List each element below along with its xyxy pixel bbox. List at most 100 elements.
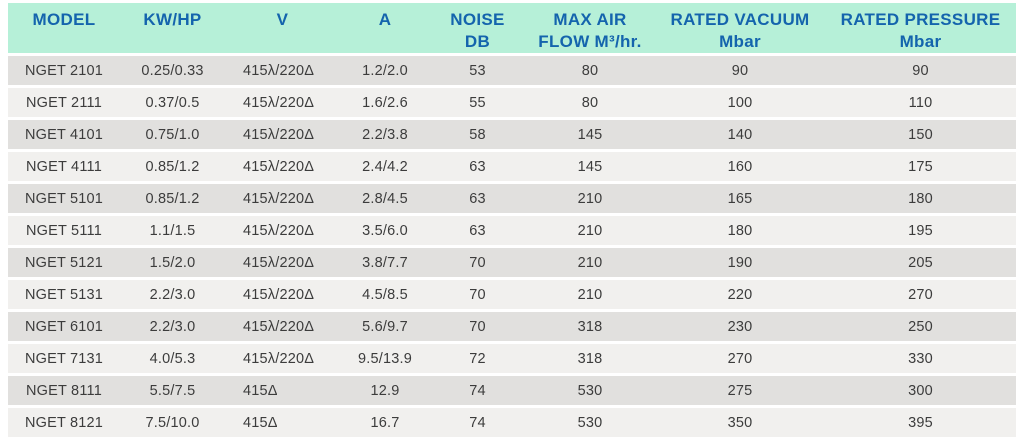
header-noise-label: NOISE <box>450 10 505 29</box>
table-row: NGET 8111 5.5/7.5 415Δ 12.9 74 530 275 3… <box>8 376 1016 405</box>
header-kw-hp-label: KW/HP <box>143 10 202 29</box>
table-row: NGET 7131 4.0/5.3 415λ/220Δ 9.5/13.9 72 … <box>8 344 1016 373</box>
cell-vacuum: 270 <box>655 344 825 373</box>
cell-model: NGET 2101 <box>8 56 120 85</box>
table-row: NGET 4101 0.75/1.0 415λ/220Δ 2.2/3.8 58 … <box>8 120 1016 149</box>
cell-vacuum: 90 <box>655 56 825 85</box>
cell-pressure: 110 <box>825 88 1016 117</box>
cell-airflow: 318 <box>525 312 655 341</box>
cell-kw-hp: 0.37/0.5 <box>120 88 225 117</box>
cell-airflow: 145 <box>525 152 655 181</box>
cell-kw-hp: 0.85/1.2 <box>120 184 225 213</box>
header-current-unit <box>340 31 430 53</box>
cell-airflow: 210 <box>525 184 655 213</box>
cell-pressure: 330 <box>825 344 1016 373</box>
cell-noise-db: 70 <box>430 280 525 309</box>
cell-voltage: 415λ/220Δ <box>225 344 340 373</box>
cell-model: NGET 7131 <box>8 344 120 373</box>
cell-current: 3.5/6.0 <box>340 216 430 245</box>
cell-vacuum: 190 <box>655 248 825 277</box>
header-vacuum-unit: Mbar <box>719 32 761 51</box>
cell-vacuum: 350 <box>655 408 825 437</box>
cell-vacuum: 100 <box>655 88 825 117</box>
cell-airflow: 530 <box>525 408 655 437</box>
cell-voltage: 415λ/220Δ <box>225 312 340 341</box>
cell-current: 3.8/7.7 <box>340 248 430 277</box>
cell-noise-db: 74 <box>430 376 525 405</box>
cell-model: NGET 4111 <box>8 152 120 181</box>
header-model-label: MODEL <box>32 10 96 29</box>
table-row: NGET 2111 0.37/0.5 415λ/220Δ 1.6/2.6 55 … <box>8 88 1016 117</box>
cell-noise-db: 70 <box>430 248 525 277</box>
cell-noise-db: 55 <box>430 88 525 117</box>
cell-current: 9.5/13.9 <box>340 344 430 373</box>
header-noise-unit: DB <box>464 32 491 51</box>
cell-voltage: 415λ/220Δ <box>225 120 340 149</box>
cell-current: 1.6/2.6 <box>340 88 430 117</box>
cell-noise-db: 53 <box>430 56 525 85</box>
cell-pressure: 195 <box>825 216 1016 245</box>
header-pressure-unit: Mbar <box>899 32 942 51</box>
cell-voltage: 415λ/220Δ <box>225 248 340 277</box>
cell-voltage: 415λ/220Δ <box>225 88 340 117</box>
table-row: NGET 4111 0.85/1.2 415λ/220Δ 2.4/4.2 63 … <box>8 152 1016 181</box>
blower-spec-table: MODEL KW/HP V A NOISE DB <box>8 0 1016 440</box>
cell-pressure: 150 <box>825 120 1016 149</box>
cell-airflow: 145 <box>525 120 655 149</box>
header-vacuum: RATED VACUUM Mbar <box>655 3 825 53</box>
header-pressure-label: RATED PRESSURE <box>840 10 1001 29</box>
table-row: NGET 5121 1.5/2.0 415λ/220Δ 3.8/7.7 70 2… <box>8 248 1016 277</box>
header-airflow-unit: FLOW M³/hr. <box>538 32 642 51</box>
cell-pressure: 395 <box>825 408 1016 437</box>
header-voltage-unit <box>225 31 340 53</box>
cell-current: 4.5/8.5 <box>340 280 430 309</box>
cell-kw-hp: 1.5/2.0 <box>120 248 225 277</box>
cell-voltage: 415Δ <box>225 376 340 405</box>
cell-model: NGET 8111 <box>8 376 120 405</box>
cell-noise-db: 74 <box>430 408 525 437</box>
cell-vacuum: 220 <box>655 280 825 309</box>
cell-model: NGET 8121 <box>8 408 120 437</box>
cell-vacuum: 160 <box>655 152 825 181</box>
cell-pressure: 250 <box>825 312 1016 341</box>
table-row: NGET 6101 2.2/3.0 415λ/220Δ 5.6/9.7 70 3… <box>8 312 1016 341</box>
cell-current: 2.8/4.5 <box>340 184 430 213</box>
cell-pressure: 300 <box>825 376 1016 405</box>
cell-noise-db: 58 <box>430 120 525 149</box>
cell-vacuum: 140 <box>655 120 825 149</box>
table-row: NGET 8121 7.5/10.0 415Δ 16.7 74 530 350 … <box>8 408 1016 437</box>
header-pressure: RATED PRESSURE Mbar <box>825 3 1016 53</box>
cell-kw-hp: 0.75/1.0 <box>120 120 225 149</box>
cell-pressure: 270 <box>825 280 1016 309</box>
cell-current: 12.9 <box>340 376 430 405</box>
cell-kw-hp: 0.85/1.2 <box>120 152 225 181</box>
cell-pressure: 90 <box>825 56 1016 85</box>
cell-noise-db: 70 <box>430 312 525 341</box>
cell-model: NGET 2111 <box>8 88 120 117</box>
header-noise-db: NOISE DB <box>430 3 525 53</box>
cell-noise-db: 63 <box>430 152 525 181</box>
header-airflow-label: MAX AIR <box>553 10 627 29</box>
header-row: MODEL KW/HP V A NOISE DB <box>8 3 1016 53</box>
cell-kw-hp: 4.0/5.3 <box>120 344 225 373</box>
cell-pressure: 180 <box>825 184 1016 213</box>
cell-kw-hp: 2.2/3.0 <box>120 312 225 341</box>
cell-noise-db: 63 <box>430 216 525 245</box>
cell-kw-hp: 0.25/0.33 <box>120 56 225 85</box>
cell-current: 16.7 <box>340 408 430 437</box>
cell-current: 2.2/3.8 <box>340 120 430 149</box>
cell-airflow: 318 <box>525 344 655 373</box>
cell-airflow: 530 <box>525 376 655 405</box>
cell-vacuum: 275 <box>655 376 825 405</box>
cell-airflow: 80 <box>525 88 655 117</box>
cell-vacuum: 230 <box>655 312 825 341</box>
cell-noise-db: 63 <box>430 184 525 213</box>
table-row: NGET 5111 1.1/1.5 415λ/220Δ 3.5/6.0 63 2… <box>8 216 1016 245</box>
cell-kw-hp: 7.5/10.0 <box>120 408 225 437</box>
cell-model: NGET 4101 <box>8 120 120 149</box>
table-row: NGET 5131 2.2/3.0 415λ/220Δ 4.5/8.5 70 2… <box>8 280 1016 309</box>
cell-airflow: 210 <box>525 216 655 245</box>
cell-pressure: 205 <box>825 248 1016 277</box>
header-airflow: MAX AIR FLOW M³/hr. <box>525 3 655 53</box>
